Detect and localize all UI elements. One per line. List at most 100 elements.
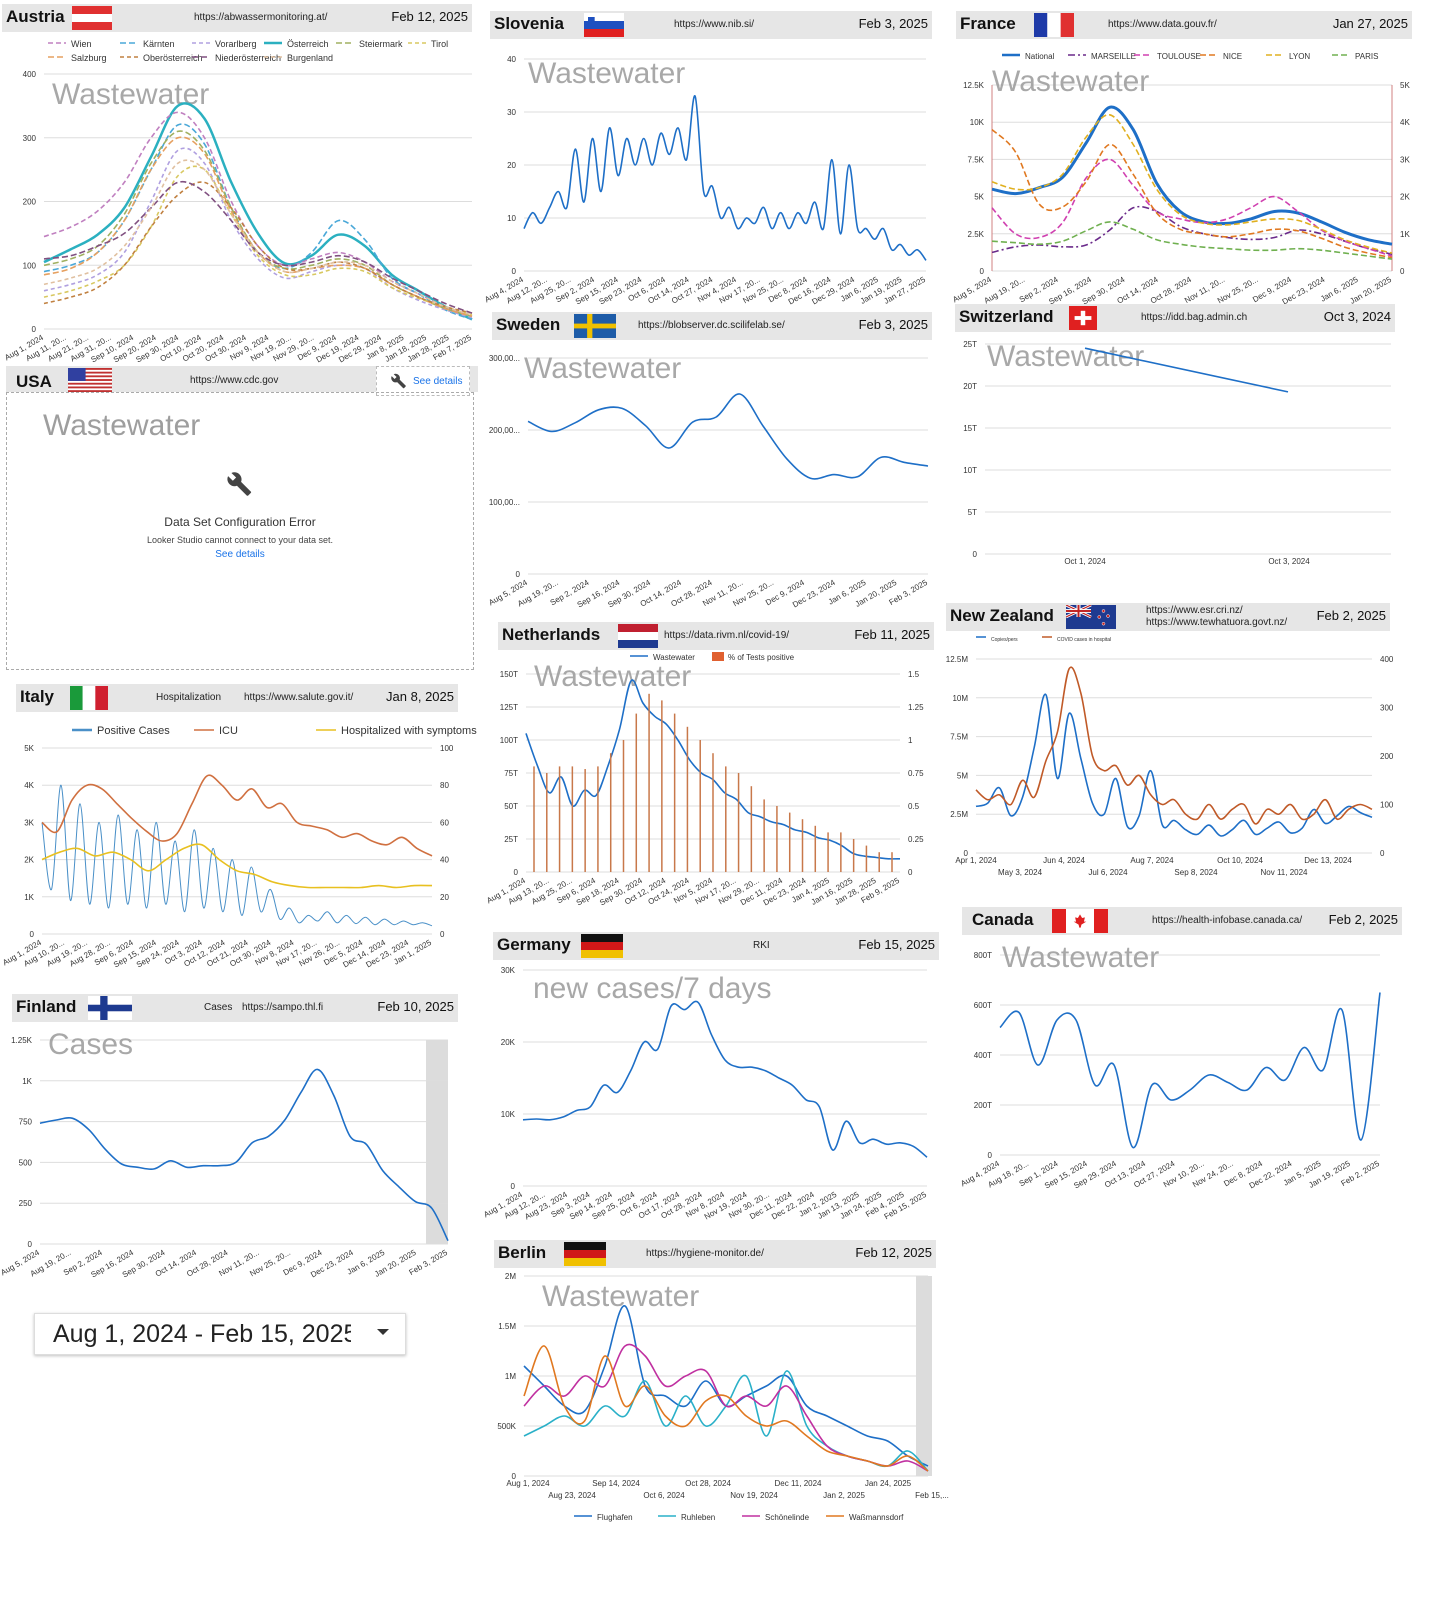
panel-header: Switzerland https://idd.bag.admin.ch Oct…: [955, 304, 1395, 332]
source-url[interactable]: https://www.data.gouv.fr/: [1108, 19, 1217, 30]
y-tick-label: 150T: [500, 670, 518, 679]
flag-slovenia-icon: [584, 13, 624, 37]
source-url[interactable]: https://data.rivm.nl/covid-19/: [664, 630, 790, 641]
legend-label: NICE: [1223, 52, 1242, 61]
country-name: Slovenia: [494, 14, 564, 33]
source-url[interactable]: https://hygiene-monitor.de/: [646, 1248, 764, 1259]
series-line: [991, 113, 1393, 254]
see-details-button[interactable]: See details: [376, 366, 470, 396]
last-updated: Jan 27, 2025: [1332, 16, 1408, 31]
legend-label: PARIS: [1355, 52, 1378, 61]
x-tick-label: Apr 1, 2024: [955, 856, 997, 865]
y-tick-label: 7.5M: [950, 733, 968, 742]
data-bar: [635, 713, 638, 872]
legend-swatch: [712, 652, 724, 661]
x-tick-label: Oct 28, 2024: [685, 1479, 731, 1488]
flag-switzerland-icon: [1069, 306, 1097, 330]
flag-italy-icon: [70, 686, 108, 710]
last-updated: Feb 3, 2025: [858, 16, 928, 31]
legend-label: Österreich: [287, 39, 329, 49]
date-range-picker[interactable]: Aug 1, 2024 - Feb 15, 2025: [34, 1313, 406, 1355]
source-url[interactable]: https://www.esr.cri.nz/: [1146, 605, 1243, 616]
panel-header: Berlin https://hygiene-monitor.de/ Feb 1…: [494, 1240, 936, 1268]
y2-tick-label: 0.75: [908, 769, 924, 778]
error-message: Looker Studio cannot connect to your dat…: [146, 535, 334, 545]
x-tick-label: Feb 15,...: [915, 1491, 949, 1500]
data-bar: [686, 726, 689, 872]
flag-netherlands-icon: [618, 624, 658, 648]
panel-germany: Germany RKI Feb 15, 2025 0 10K 20K 30K new c…: [482, 932, 939, 1222]
panel-usa: USA https://www.cdc.gov See details Wast…: [6, 366, 478, 670]
country-name: Canada: [972, 910, 1034, 929]
source-url-2[interactable]: https://www.tewhatuora.govt.nz/: [1146, 617, 1288, 628]
series-line: [523, 1343, 929, 1472]
panel-header: Netherlands https://data.rivm.nl/covid-1…: [498, 622, 934, 650]
y2-tick-label: 1: [908, 736, 913, 745]
data-bar: [661, 700, 663, 872]
x-tick-label: Oct 10, 2024: [1217, 856, 1263, 865]
series-line: [523, 1305, 929, 1467]
country-name: Finland: [16, 997, 77, 1016]
y2-tick-label: 0.25: [908, 835, 924, 844]
error-title: Data Set Configuration Error: [164, 515, 316, 529]
country-name: Switzerland: [959, 307, 1054, 326]
country-name: Italy: [20, 687, 55, 706]
y-tick-label: 5K: [974, 193, 984, 202]
x-tick-label: Jul 6, 2024: [1088, 868, 1128, 877]
series-line: [43, 102, 473, 321]
y-tick-label: 10: [507, 214, 516, 223]
error-see-details-link[interactable]: See details: [215, 549, 265, 560]
source-url[interactable]: https://www.salute.gov.it/: [244, 692, 354, 703]
series-line: [41, 843, 433, 889]
x-tick-label: Jun 4, 2024: [1043, 856, 1085, 865]
chevron-down-icon: [377, 1329, 389, 1335]
y2-tick-label: 2K: [1400, 193, 1410, 202]
source-url[interactable]: https://blobserver.dc.scilifelab.se/: [638, 320, 785, 331]
y-tick-label: 7.5K: [968, 155, 985, 164]
series-line: [991, 129, 1393, 259]
x-tick-label: Jan 24, 2025: [865, 1479, 912, 1488]
chart-netherlands: 0 25T 50T 75T 100T 125T 150T 0 0.25 0.5 0.75 1 1.25 1…: [485, 652, 924, 908]
highlight-band: [426, 1040, 448, 1244]
data-bar: [648, 693, 650, 872]
y-tick-label: 1.5M: [498, 1322, 516, 1331]
legend-label: Burgenland: [287, 53, 333, 63]
x-tick-label: Aug 23, 2024: [548, 1491, 596, 1500]
y2-tick-label: 1.5: [908, 670, 920, 679]
panel-header: France https://www.data.gouv.fr/ Jan 27,…: [956, 11, 1412, 39]
chart-switzerland: 0 5T 10T 15T 20T 25T Wastewater Oct 1, 2024 Oct …: [963, 340, 1391, 566]
y-tick-label: 12.5M: [946, 655, 969, 664]
source-url[interactable]: https://www.nib.si/: [674, 19, 755, 30]
y-tick-label: 3K: [24, 818, 34, 827]
x-tick-label: Nov 11, 2024: [1261, 868, 1309, 877]
series-line: [991, 105, 1393, 246]
source-url[interactable]: https://abwassermonitoring.at/: [194, 12, 328, 23]
flag-finland-icon: [88, 996, 132, 1020]
usa-error-box: Wastewater Data Set Configuration Error …: [6, 392, 474, 670]
y2-tick-label: 0: [908, 868, 913, 877]
watermark: Wastewater: [524, 352, 681, 385]
y-tick-label: 25T: [504, 835, 518, 844]
source-url[interactable]: https://health-infobase.canada.ca/: [1152, 915, 1303, 926]
series-line: [43, 165, 473, 316]
y-tick-label: 30K: [501, 966, 516, 975]
y-tick-label: 400: [23, 70, 37, 79]
y-tick-label: 200T: [974, 1101, 992, 1110]
legend-label: Positive Cases: [97, 725, 170, 737]
source-label: Hospitalization: [156, 692, 222, 703]
source-url[interactable]: https://sampo.thl.fi: [242, 1002, 324, 1013]
y2-tick-label: 40: [440, 856, 449, 865]
source-url[interactable]: https://idd.bag.admin.ch: [1141, 312, 1248, 323]
y-tick-label: 400T: [974, 1051, 992, 1060]
data-bar: [827, 832, 829, 872]
y2-tick-label: 0: [440, 930, 445, 939]
source-url[interactable]: https://www.cdc.gov: [190, 375, 279, 386]
source-label: RKI: [753, 940, 770, 951]
legend-label: Vorarlberg: [215, 39, 257, 49]
y-tick-label: 12.5K: [963, 81, 985, 90]
data-bar: [737, 773, 740, 872]
legend-label: Oberösterreich: [143, 53, 203, 63]
